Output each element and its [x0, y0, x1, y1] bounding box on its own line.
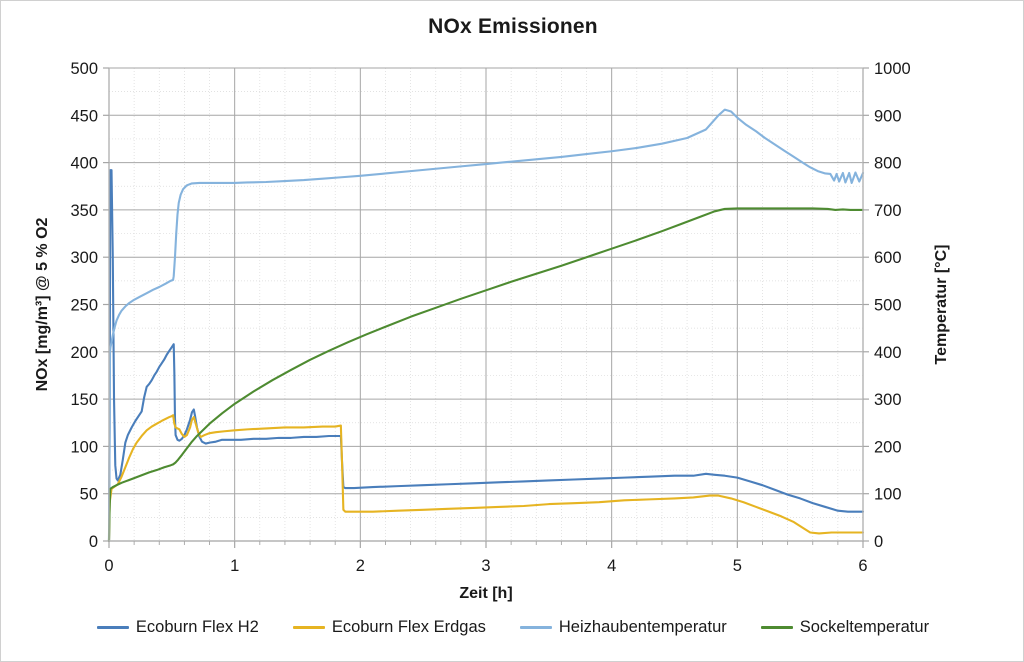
y-tick-label-right: 1000: [874, 60, 911, 78]
y-tick-label-left: 350: [70, 202, 98, 220]
y-axis-title-right: Temperatur [°C]: [933, 245, 950, 365]
x-tick-label: 5: [733, 557, 742, 575]
series-line-1: [107, 414, 865, 543]
series-line-2: [107, 108, 865, 543]
legend-label: Ecoburn Flex Erdgas: [331, 618, 486, 636]
series-line-3: [107, 207, 865, 543]
x-tick-label: 6: [858, 557, 867, 575]
y-tick-label-left: 0: [89, 533, 98, 551]
y-tick-label-right: 300: [874, 391, 902, 409]
legend-label: Ecoburn Flex H2: [135, 618, 259, 636]
y-tick-label-right: 800: [874, 155, 902, 173]
legend-item[interactable]: Ecoburn Flex Erdgas: [292, 618, 486, 637]
y-tick-label-right: 500: [874, 297, 902, 315]
y-tick-label-left: 500: [70, 60, 98, 78]
legend-item[interactable]: Sockeltemperatur: [760, 618, 930, 637]
y-tick-label-right: 100: [874, 486, 902, 504]
y-tick-label-right: 600: [874, 249, 902, 267]
y-tick-label-right: 400: [874, 344, 902, 362]
chart-legend: Ecoburn Flex H2 Ecoburn Flex Erdgas Heizha…: [1, 618, 1023, 637]
x-axis-title: Zeit [h]: [459, 585, 512, 602]
y-tick-label-right: 0: [874, 533, 883, 551]
legend-item[interactable]: Ecoburn Flex H2: [96, 618, 259, 637]
series-line-0: [107, 169, 865, 543]
y-tick-label-left: 200: [70, 344, 98, 362]
legend-color-swatch: [96, 626, 129, 629]
page-title: NOx Emissionen: [428, 15, 598, 38]
y-tick-label-right: 700: [874, 202, 902, 220]
y-axis-title-left: NOx [mg/m³] @ 5 % O2: [34, 217, 51, 391]
legend-color-swatch: [760, 626, 793, 629]
y-tick-label-right: 900: [874, 107, 902, 125]
y-tick-label-left: 50: [80, 486, 98, 504]
x-tick-label: 2: [356, 557, 365, 575]
legend-color-swatch: [519, 626, 552, 629]
legend-color-swatch: [292, 626, 325, 629]
y-tick-label-left: 450: [70, 107, 98, 125]
legend-label: Heizhaubentemperatur: [558, 618, 727, 636]
y-tick-label-left: 100: [70, 438, 98, 456]
y-tick-label-left: 150: [70, 391, 98, 409]
legend-item[interactable]: Heizhaubentemperatur: [519, 618, 727, 637]
x-tick-label: 4: [607, 557, 616, 575]
y-tick-label-left: 400: [70, 155, 98, 173]
y-tick-label-left: 300: [70, 249, 98, 267]
y-tick-label-right: 200: [874, 438, 902, 456]
x-tick-label: 3: [481, 557, 490, 575]
legend-label: Sockeltemperatur: [799, 618, 930, 636]
x-tick-label: 0: [104, 557, 113, 575]
x-tick-label: 1: [230, 557, 239, 575]
y-tick-label-left: 250: [70, 297, 98, 315]
